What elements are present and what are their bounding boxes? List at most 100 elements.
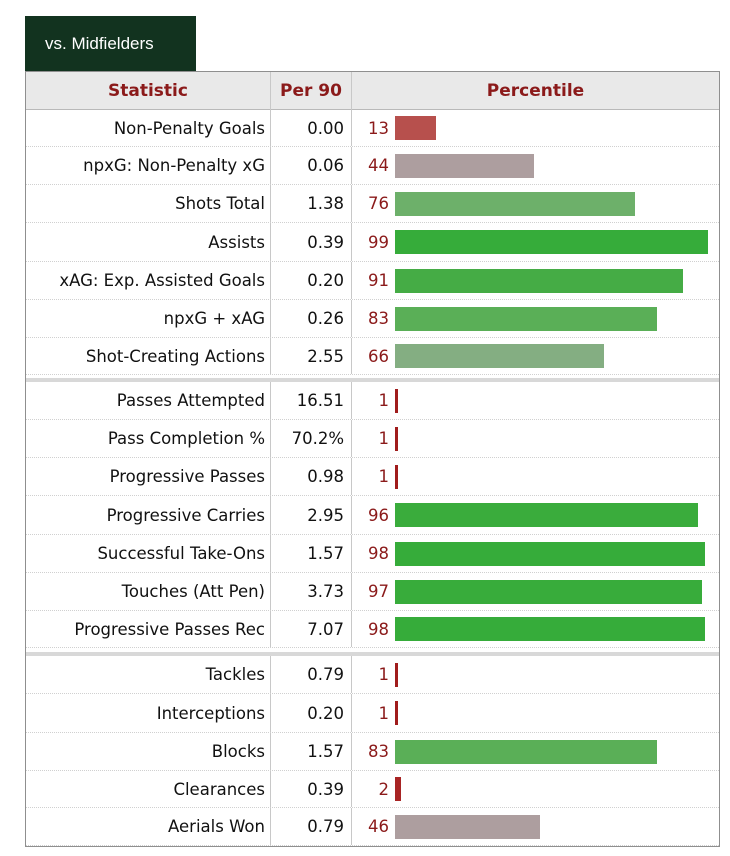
table-row: npxG: Non-Penalty xG 0.06 44 — [26, 147, 719, 185]
percentile-table: Statistic Per 90 Percentile Non-Penalty … — [25, 71, 720, 847]
table-row: Non-Penalty Goals 0.00 13 — [26, 110, 719, 147]
table-row: Clearances 0.39 2 — [26, 771, 719, 808]
stat-name: npxG + xAG — [163, 309, 265, 328]
table-row: Tackles 0.79 1 — [26, 656, 719, 694]
percentile-bar — [395, 617, 705, 641]
percentile-value: 44 — [368, 156, 389, 175]
percentile-bar — [395, 153, 534, 178]
percentile-cell: 1 — [352, 458, 719, 495]
per-90-value: 0.20 — [270, 262, 352, 299]
percentile-value: 83 — [368, 742, 389, 761]
percentile-value: 66 — [368, 346, 389, 366]
percentile-bar — [395, 230, 708, 254]
table-row: Shot-Creating Actions 2.55 66 — [26, 338, 719, 375]
percentile-value: 1 — [378, 467, 390, 486]
per-90-value: 1.57 — [270, 535, 352, 572]
percentile-cell: 2 — [352, 771, 719, 807]
stat-name: Shots Total — [175, 194, 265, 213]
stat-name: Tackles — [205, 665, 265, 684]
table-row: Progressive Passes 0.98 1 — [26, 458, 719, 496]
percentile-value: 98 — [368, 619, 389, 639]
percentile-value: 1 — [378, 391, 390, 410]
percentile-cell: 44 — [352, 147, 719, 184]
stat-name: Progressive Passes — [109, 467, 265, 486]
table-header: Statistic Per 90 Percentile — [26, 72, 719, 110]
per-90-value: 7.07 — [270, 611, 352, 647]
percentile-value: 99 — [368, 232, 389, 252]
percentile-value: 98 — [368, 544, 389, 563]
stat-name: Assists — [208, 232, 265, 252]
stat-name: Clearances — [173, 779, 265, 799]
group-separator — [26, 378, 719, 382]
table-row: Blocks 1.57 83 — [26, 733, 719, 771]
percentile-value: 96 — [368, 505, 389, 525]
percentile-value: 76 — [368, 194, 389, 213]
percentile-cell: 96 — [352, 496, 719, 534]
percentile-bar — [395, 306, 657, 331]
percentile-value: 13 — [368, 118, 389, 138]
per-90-value: 0.79 — [270, 808, 352, 845]
table-row: Progressive Passes Rec 7.07 98 — [26, 611, 719, 648]
percentile-value: 1 — [378, 703, 390, 723]
per-90-value: 0.39 — [270, 771, 352, 807]
stat-name: Pass Completion % — [107, 429, 265, 448]
table-row: Aerials Won 0.79 46 — [26, 808, 719, 846]
percentile-bar — [395, 739, 657, 764]
percentile-bar — [395, 814, 540, 839]
percentile-bar — [395, 662, 398, 687]
percentile-bar — [395, 503, 698, 527]
table-row: Passes Attempted 16.51 1 — [26, 382, 719, 420]
percentile-value: 91 — [368, 271, 389, 290]
percentile-cell: 83 — [352, 300, 719, 337]
tab-vs-midfielders[interactable]: vs. Midfielders — [25, 16, 196, 71]
per-90-value: 0.00 — [270, 110, 352, 146]
percentile-cell: 83 — [352, 733, 719, 770]
per-90-value: 3.73 — [270, 573, 352, 610]
percentile-value: 83 — [368, 309, 389, 328]
per-90-value: 0.39 — [270, 223, 352, 261]
column-header-percentile[interactable]: Percentile — [486, 81, 585, 101]
percentile-cell: 46 — [352, 808, 719, 845]
per-90-value: 0.98 — [270, 458, 352, 495]
stat-name: Blocks — [211, 742, 265, 761]
percentile-bar — [395, 388, 398, 413]
percentile-bar — [395, 701, 398, 725]
stat-name: Shot-Creating Actions — [85, 346, 265, 366]
per-90-value: 0.79 — [270, 656, 352, 693]
per-90-value: 0.20 — [270, 694, 352, 732]
table-row: Touches (Att Pen) 3.73 97 — [26, 573, 719, 611]
stat-name: Interceptions — [156, 703, 265, 723]
per-90-value: 0.06 — [270, 147, 352, 184]
percentile-bar — [395, 268, 683, 293]
stat-name: Touches (Att Pen) — [121, 582, 265, 601]
stat-name: Passes Attempted — [116, 391, 265, 410]
per-90-value: 2.95 — [270, 496, 352, 534]
per-90-value: 1.38 — [270, 185, 352, 222]
column-header-per-90[interactable]: Per 90 — [270, 72, 352, 110]
stat-name: Aerials Won — [168, 817, 265, 836]
percentile-cell: 99 — [352, 223, 719, 261]
table-row: Assists 0.39 99 — [26, 223, 719, 262]
percentile-value: 46 — [368, 817, 389, 836]
percentile-cell: 1 — [352, 694, 719, 732]
per-90-value: 16.51 — [270, 382, 352, 419]
percentile-cell: 13 — [352, 110, 719, 146]
stat-name: Non-Penalty Goals — [113, 118, 265, 138]
table-row: xAG: Exp. Assisted Goals 0.20 91 — [26, 262, 719, 300]
per-90-value: 0.26 — [270, 300, 352, 337]
stat-name: Progressive Carries — [106, 505, 265, 525]
stat-name: Successful Take-Ons — [97, 544, 265, 563]
per-90-value: 2.55 — [270, 338, 352, 374]
percentile-bar — [395, 579, 702, 604]
percentile-cell: 97 — [352, 573, 719, 610]
table-row: Progressive Carries 2.95 96 — [26, 496, 719, 535]
table-row: Successful Take-Ons 1.57 98 — [26, 535, 719, 573]
percentile-bar — [395, 426, 398, 451]
percentile-value: 1 — [378, 429, 390, 448]
percentile-value: 1 — [378, 665, 390, 684]
percentile-bar — [395, 541, 705, 566]
percentile-bar — [395, 191, 635, 216]
group-separator — [26, 652, 719, 656]
column-header-statistic[interactable]: Statistic — [108, 81, 188, 101]
percentile-cell: 91 — [352, 262, 719, 299]
